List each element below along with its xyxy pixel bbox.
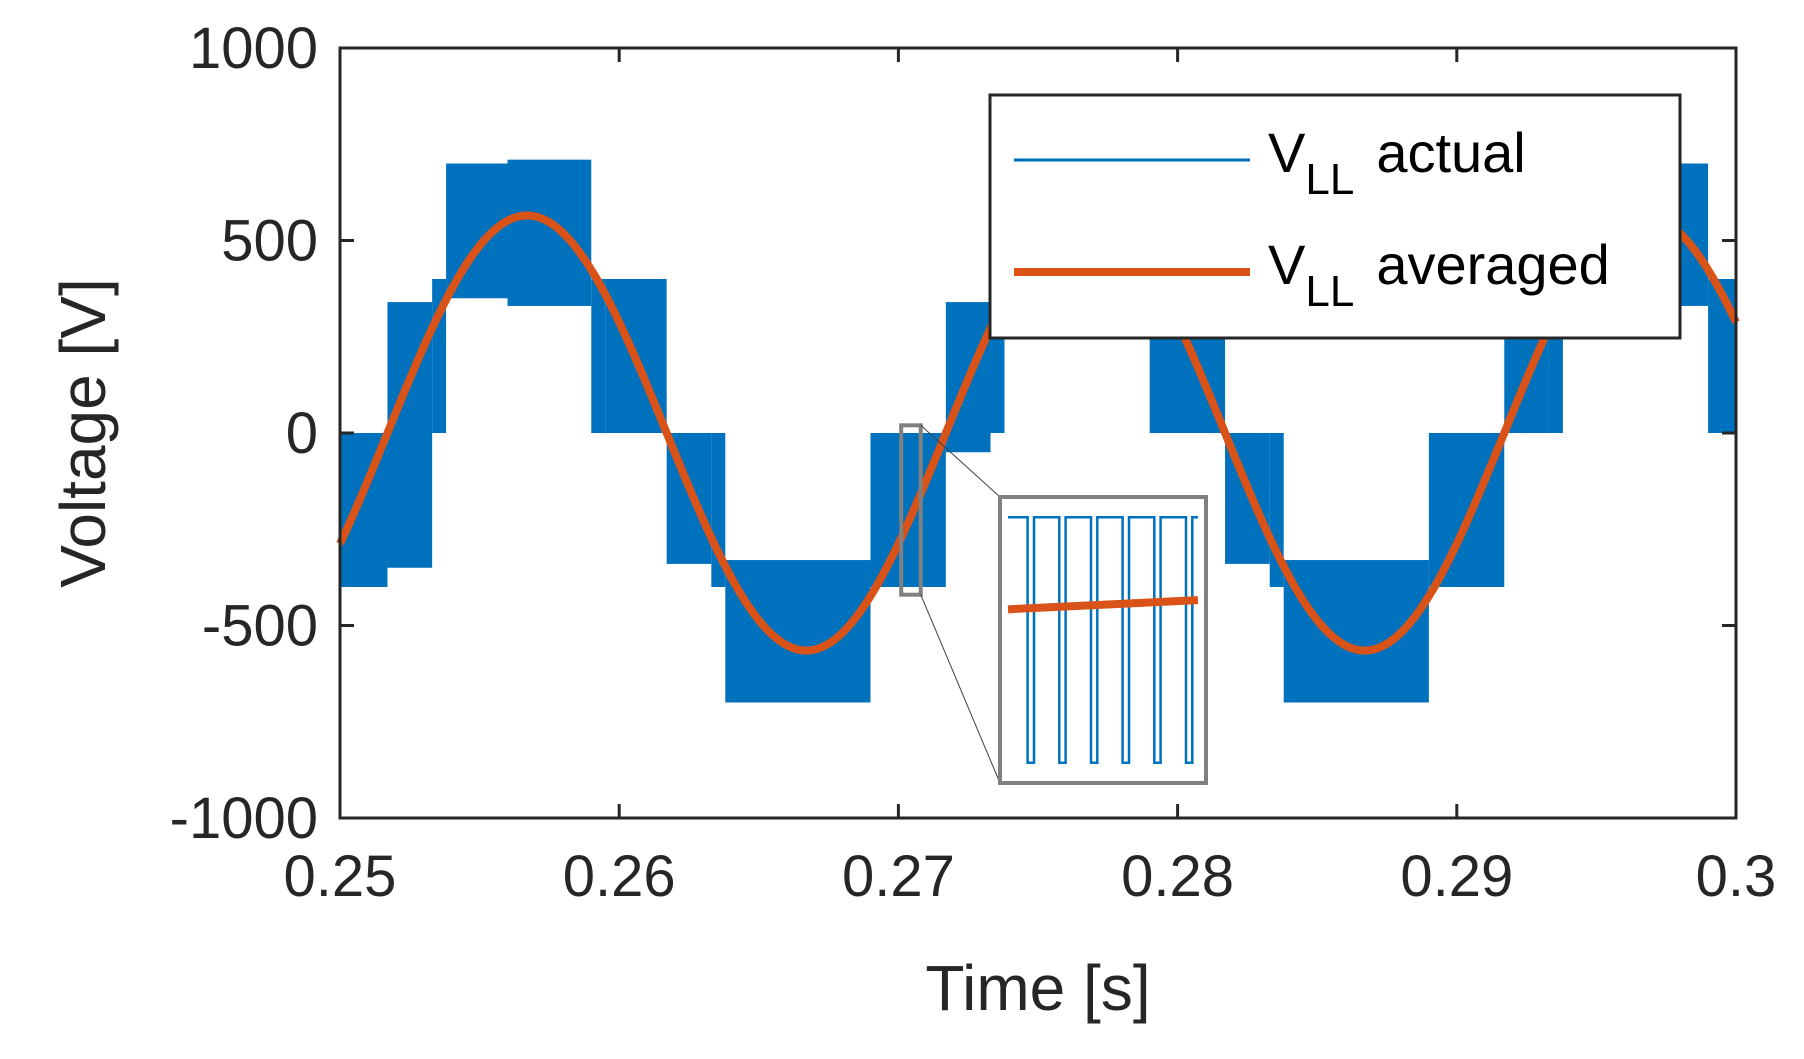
legend-label-actual: VLL actual	[1268, 121, 1526, 204]
y-tick-label: 0	[286, 401, 318, 466]
legend: VLL actual VLL averaged	[988, 93, 1682, 340]
x-tick-label: 0.29	[1400, 844, 1513, 909]
legend-averaged-main: V	[1268, 233, 1306, 296]
legend-averaged-rest: averaged	[1376, 233, 1610, 296]
x-axis-label: Time [s]	[925, 952, 1150, 1024]
x-tick-label: 0.26	[563, 844, 676, 909]
inset-box	[998, 495, 1208, 785]
x-tick-label: 0.25	[284, 844, 397, 909]
legend-box	[988, 93, 1682, 340]
legend-label-averaged: VLL averaged	[1268, 233, 1610, 316]
zoom-connector	[920, 594, 1001, 784]
inset-averaged-line	[1007, 596, 1199, 614]
y-axis-label: Voltage [V]	[47, 278, 119, 588]
zoom-inset	[899, 423, 1208, 785]
zoom-connector	[920, 424, 1001, 498]
pwm-band	[507, 159, 592, 306]
legend-actual-rest: actual	[1376, 121, 1525, 184]
y-tick-label: 1000	[189, 16, 318, 81]
x-tick-label: 0.28	[1121, 844, 1234, 909]
y-tick-label: -1000	[170, 786, 318, 851]
legend-actual-sub: LL	[1305, 155, 1354, 204]
y-tick-label: 500	[221, 209, 318, 274]
inset-pwm-line	[1007, 516, 1199, 764]
y-tick-label: -500	[202, 594, 318, 659]
pwm-band	[591, 279, 606, 433]
axis-ticks: 0.25 0.26 0.27 0.28 0.29 0.3 1000 500 0 -500 -1000	[170, 16, 1777, 909]
legend-averaged-sub: LL	[1305, 267, 1354, 316]
x-tick-label: 0.3	[1696, 844, 1777, 909]
zoom-source-box	[899, 423, 923, 597]
x-tick-label: 0.27	[842, 844, 955, 909]
legend-actual-main: V	[1268, 121, 1306, 184]
